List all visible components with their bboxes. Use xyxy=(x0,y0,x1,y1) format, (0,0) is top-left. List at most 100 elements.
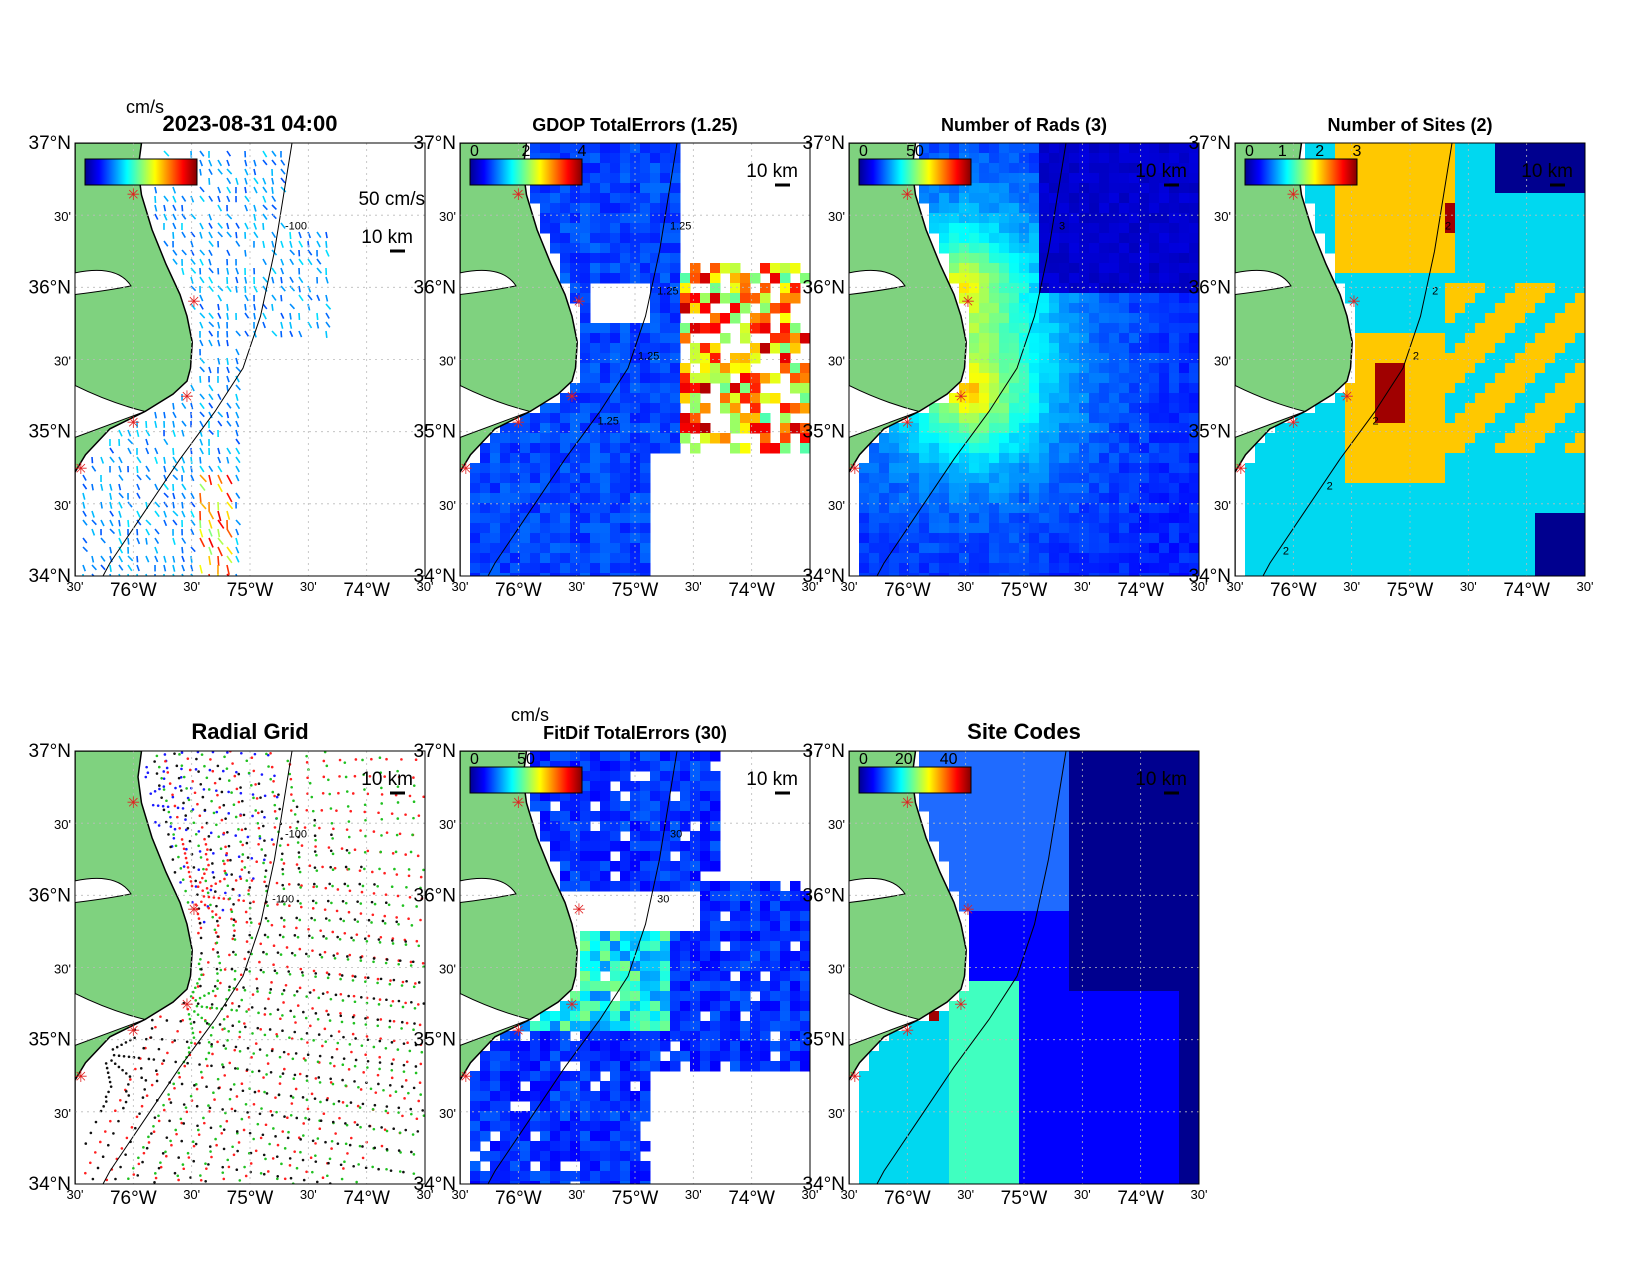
grid-cell xyxy=(1385,293,1396,304)
radial-grid-point xyxy=(294,1021,297,1024)
grid-cell xyxy=(969,213,980,224)
grid-cell xyxy=(1169,393,1180,404)
grid-cell xyxy=(1575,233,1586,244)
grid-cell xyxy=(1159,493,1170,504)
grid-cell xyxy=(1475,303,1486,314)
grid-cell xyxy=(700,433,711,444)
radial-grid-point xyxy=(99,1141,102,1144)
grid-cell xyxy=(1159,513,1170,524)
grid-cell xyxy=(580,263,591,274)
grid-cell xyxy=(1385,283,1396,294)
radial-grid-point xyxy=(147,1136,150,1139)
grid-cell xyxy=(1435,273,1446,284)
grid-cell xyxy=(1345,273,1356,284)
grid-cell xyxy=(1089,533,1100,544)
grid-cell xyxy=(1465,523,1476,534)
grid-cell xyxy=(1029,463,1040,474)
radial-grid-point xyxy=(292,1057,295,1060)
grid-cell xyxy=(1069,513,1080,524)
grid-cell xyxy=(1485,513,1496,524)
radial-grid-point xyxy=(196,1005,199,1008)
grid-cell xyxy=(1475,333,1486,344)
radial-grid-point xyxy=(239,1050,242,1053)
grid-cell xyxy=(1505,303,1516,314)
radial-grid-point xyxy=(296,863,299,866)
radial-grid-point xyxy=(360,912,363,915)
grid-cell xyxy=(969,453,980,464)
grid-cell xyxy=(999,503,1010,514)
grid-cell xyxy=(1119,413,1130,424)
grid-cell xyxy=(1575,303,1586,314)
grid-cell xyxy=(1039,223,1050,234)
grid-cell xyxy=(1109,473,1120,484)
radial-grid-point xyxy=(417,855,420,858)
grid-cell xyxy=(1049,373,1060,384)
radial-grid-point xyxy=(194,999,197,1002)
grid-cell xyxy=(1109,233,1120,244)
grid-cell xyxy=(1059,313,1070,324)
grid-cell xyxy=(1089,213,1100,224)
grid-cell xyxy=(1425,503,1436,514)
grid-cell xyxy=(1059,483,1070,494)
grid-cell xyxy=(600,343,611,354)
radial-grid-point xyxy=(324,908,327,911)
colorbar-tick-label: 4 xyxy=(578,143,587,160)
grid-cell xyxy=(859,543,870,554)
grid-cell xyxy=(989,263,1000,274)
grid-cell xyxy=(1555,523,1566,534)
grid-cell xyxy=(949,493,960,504)
radial-grid-point xyxy=(343,1160,346,1163)
grid-cell xyxy=(1475,553,1486,564)
grid-cell xyxy=(590,373,601,384)
grid-cell xyxy=(520,543,531,554)
grid-cell xyxy=(1179,543,1190,554)
grid-cell xyxy=(1385,353,1396,364)
radial-grid-point xyxy=(269,861,272,864)
current-vector xyxy=(326,331,327,338)
grid-cell xyxy=(1485,343,1496,354)
radial-grid-point xyxy=(402,1006,405,1009)
grid-cell xyxy=(989,183,1000,194)
current-vector xyxy=(209,178,210,185)
grid-cell xyxy=(969,343,980,354)
radial-grid-point xyxy=(279,844,282,847)
grid-cell xyxy=(1505,463,1516,474)
radial-grid-point xyxy=(219,1125,222,1128)
grid-cell xyxy=(1109,203,1120,214)
grid-cell xyxy=(1129,143,1140,154)
grid-cell xyxy=(570,513,581,524)
grid-cell xyxy=(660,173,671,184)
grid-cell xyxy=(670,393,681,404)
radial-grid-point xyxy=(287,844,290,847)
grid-cell xyxy=(1555,143,1566,154)
grid-cell xyxy=(1485,563,1496,574)
grid-cell xyxy=(999,463,1010,474)
grid-cell xyxy=(740,353,751,364)
grid-cell xyxy=(1345,563,1356,574)
grid-cell xyxy=(1485,273,1496,284)
grid-cell xyxy=(919,193,930,204)
grid-cell xyxy=(1385,253,1396,264)
radial-grid-point xyxy=(329,1158,332,1161)
grid-cell xyxy=(999,243,1010,254)
grid-cell xyxy=(1079,563,1090,574)
radial-grid-point xyxy=(273,795,276,798)
grid-cell xyxy=(670,413,681,424)
grid-cell xyxy=(790,343,801,354)
grid-cell xyxy=(919,553,930,564)
grid-cell xyxy=(1029,303,1040,314)
grid-cell xyxy=(1089,473,1100,484)
grid-cell xyxy=(660,393,671,404)
radial-grid-point xyxy=(212,852,215,855)
grid-cell xyxy=(1169,533,1180,544)
grid-cell xyxy=(1485,243,1496,254)
grid-cell xyxy=(1109,313,1120,324)
radial-grid-point xyxy=(257,1012,260,1015)
grid-cell xyxy=(610,553,621,564)
grid-cell xyxy=(959,273,970,284)
grid-cell xyxy=(1475,173,1486,184)
radial-grid-point xyxy=(222,909,225,912)
radial-grid-point xyxy=(283,1068,286,1071)
radial-grid-point xyxy=(366,940,369,943)
radial-grid-point xyxy=(349,889,352,892)
